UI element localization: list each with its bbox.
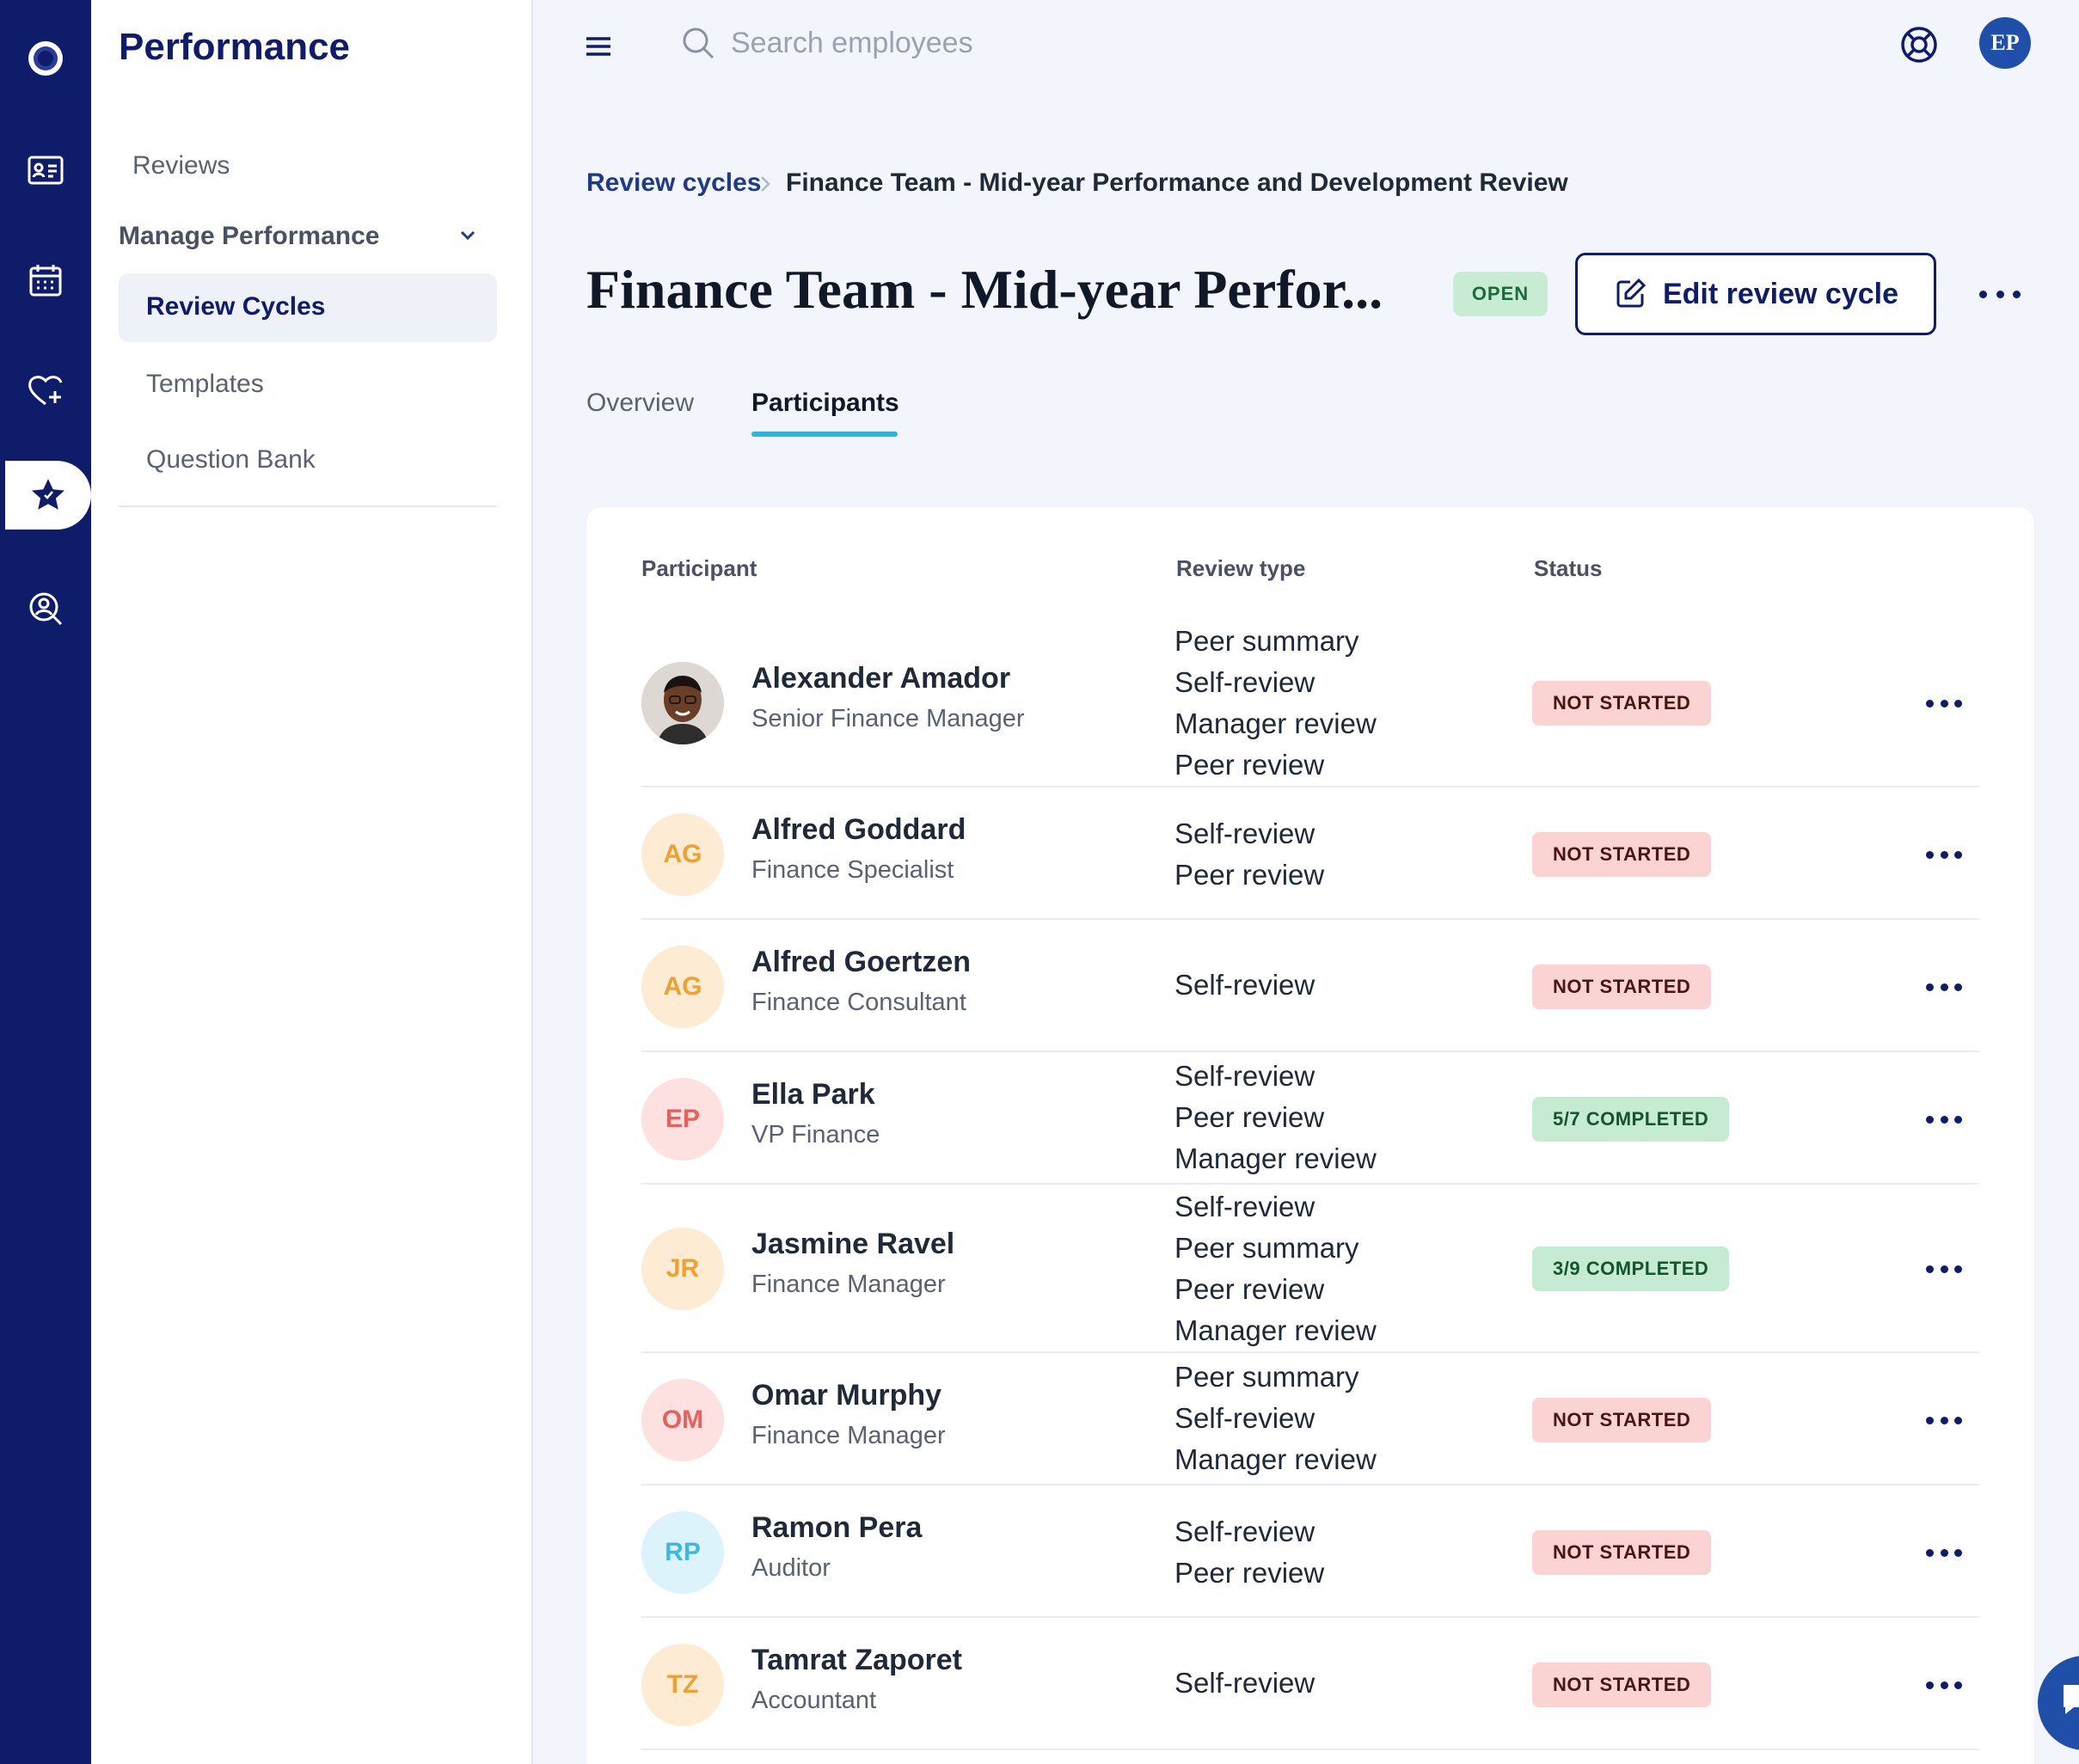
heart-plus-icon[interactable] [0, 356, 91, 425]
participant-role: Senior Finance Manager [751, 705, 1025, 732]
sidebar-title: Performance [119, 26, 351, 68]
participant-status-badge: 3/9 COMPLETED [1532, 1246, 1730, 1291]
participant-review-types: Self-review Peer summary Peer review Man… [1174, 1191, 1377, 1346]
edit-review-cycle-label: Edit review cycle [1662, 277, 1899, 310]
chevron-right-icon [761, 176, 770, 192]
participant-initials-avatar: JR [641, 1228, 724, 1310]
row-more-options-icon[interactable] [1926, 1410, 1962, 1430]
participant-review-types: Peer summary Self-review Manager review [1174, 1361, 1377, 1475]
calendar-icon[interactable] [0, 246, 91, 315]
help-lifebuoy-icon[interactable] [1898, 24, 1940, 65]
participant-review-types: Self-review [1174, 1667, 1315, 1699]
participant-role: Accountant [751, 1687, 877, 1714]
employee-card-icon[interactable] [0, 136, 91, 205]
participant-role: Finance Manager [751, 1422, 946, 1449]
sidebar-section-manage-performance[interactable]: Manage Performance [119, 222, 480, 251]
participant-review-types: Self-review [1174, 969, 1315, 1001]
status-badge: OPEN [1453, 272, 1548, 316]
participant-name[interactable]: Alfred Goddard [751, 813, 966, 846]
star-performance-icon[interactable] [5, 461, 91, 530]
sidebar-divider [119, 505, 497, 507]
sidebar-item-label: Review Cycles [146, 292, 326, 321]
participant-status-badge: NOT STARTED [1532, 965, 1712, 1009]
participant-review-types: Self-review Peer review [1174, 818, 1325, 891]
table-row[interactable]: AG Alfred Goddard Finance Specialist Sel… [641, 787, 1979, 920]
participant-name[interactable]: Ramon Pera [751, 1511, 923, 1544]
participant-role: Finance Manager [751, 1271, 946, 1298]
participant-role: Finance Specialist [751, 856, 954, 884]
sidebar-section-label: Manage Performance [119, 222, 380, 250]
participant-initials-avatar: AG [641, 946, 724, 1028]
search-input[interactable] [731, 21, 1247, 65]
participants-table: Participant Review type Status Alexander… [586, 507, 2034, 1764]
participant-review-types: Peer summary Self-review Manager review … [1174, 625, 1377, 781]
participant-role: Finance Consultant [751, 989, 966, 1016]
participant-initials-avatar: OM [641, 1379, 724, 1461]
participant-role: Auditor [751, 1554, 831, 1582]
participant-role: VP Finance [751, 1121, 880, 1148]
app-rail [0, 0, 91, 1764]
table-row[interactable]: OM Omar Murphy Finance Manager Peer summ… [641, 1353, 1979, 1485]
table-row[interactable]: EP Ella Park VP Finance Self-review Peer… [641, 1052, 1979, 1185]
row-more-options-icon[interactable] [1926, 1109, 1962, 1130]
row-more-options-icon[interactable] [1926, 1542, 1962, 1563]
row-more-options-icon[interactable] [1926, 1675, 1962, 1695]
participant-initials-avatar: EP [641, 1078, 724, 1161]
sidebar-item-review-cycles[interactable]: Review Cycles [119, 273, 497, 342]
sidebar: Performance Reviews Manage Performance R… [91, 0, 533, 1764]
participant-initials-avatar: AG [641, 813, 724, 896]
breadcrumb-current: Finance Team - Mid-year Performance and … [786, 168, 1568, 197]
more-options-icon[interactable] [1979, 277, 2021, 311]
table-row[interactable]: Alexander Amador Senior Finance Manager … [641, 619, 1979, 787]
page-title: Finance Team - Mid-year Perfor... [586, 259, 1383, 320]
participant-photo-avatar [641, 662, 724, 744]
column-header-status: Status [1534, 555, 1603, 581]
row-more-options-icon[interactable] [1926, 977, 1962, 997]
sidebar-item-question-bank[interactable]: Question Bank [146, 445, 316, 474]
app-logo-icon[interactable] [0, 24, 91, 93]
chevron-down-icon [460, 230, 475, 241]
participant-name[interactable]: Alfred Goertzen [751, 946, 972, 978]
active-tab-indicator [751, 432, 898, 437]
table-row[interactable]: TZ Tamrat Zaporet Accountant Self-review… [641, 1618, 1979, 1750]
chat-button[interactable] [2038, 1656, 2079, 1750]
participant-name[interactable]: Alexander Amador [751, 662, 1011, 695]
search-icon [683, 28, 714, 59]
hamburger-menu-icon[interactable] [581, 29, 616, 64]
participant-status-badge: NOT STARTED [1532, 1663, 1712, 1707]
table-row[interactable]: AG Alfred Goertzen Finance Consultant Se… [641, 920, 1979, 1052]
tab-overview[interactable]: Overview [586, 389, 695, 417]
sidebar-item-templates[interactable]: Templates [146, 370, 264, 398]
chat-bubble-icon [2064, 1685, 2079, 1714]
row-more-options-icon[interactable] [1926, 844, 1962, 865]
participant-status-badge: NOT STARTED [1532, 832, 1712, 877]
participant-name[interactable]: Ella Park [751, 1078, 875, 1111]
breadcrumb-review-cycles-link[interactable]: Review cycles [586, 168, 762, 197]
column-header-review-type: Review type [1176, 555, 1306, 581]
participant-status-badge: NOT STARTED [1532, 1398, 1712, 1442]
participant-name[interactable]: Omar Murphy [751, 1379, 942, 1412]
participant-status-badge: NOT STARTED [1532, 1530, 1712, 1575]
table-row[interactable]: JR Jasmine Ravel Finance Manager Self-re… [641, 1185, 1979, 1353]
tab-participants[interactable]: Participants [751, 389, 899, 417]
participant-review-types: Self-review Peer review Manager review [1174, 1060, 1377, 1174]
row-more-options-icon[interactable] [1926, 1259, 1962, 1279]
participant-status-badge: NOT STARTED [1532, 681, 1712, 726]
edit-review-cycle-button[interactable]: Edit review cycle [1575, 253, 1936, 335]
person-search-icon[interactable] [0, 574, 91, 643]
participant-name[interactable]: Jasmine Ravel [751, 1228, 955, 1260]
row-more-options-icon[interactable] [1926, 693, 1962, 714]
participant-review-types: Self-review Peer review [1174, 1516, 1325, 1589]
sidebar-item-reviews[interactable]: Reviews [132, 151, 230, 180]
table-row[interactable]: RP Ramon Pera Auditor Self-review Peer r… [641, 1485, 1979, 1618]
participant-initials-avatar: RP [641, 1511, 724, 1594]
user-avatar[interactable]: EP [1979, 17, 2031, 69]
column-header-participant: Participant [641, 555, 757, 581]
participant-initials-avatar: TZ [641, 1644, 724, 1726]
participant-name[interactable]: Tamrat Zaporet [751, 1644, 962, 1676]
edit-icon [1616, 278, 1647, 308]
participant-status-badge: 5/7 COMPLETED [1532, 1097, 1730, 1142]
